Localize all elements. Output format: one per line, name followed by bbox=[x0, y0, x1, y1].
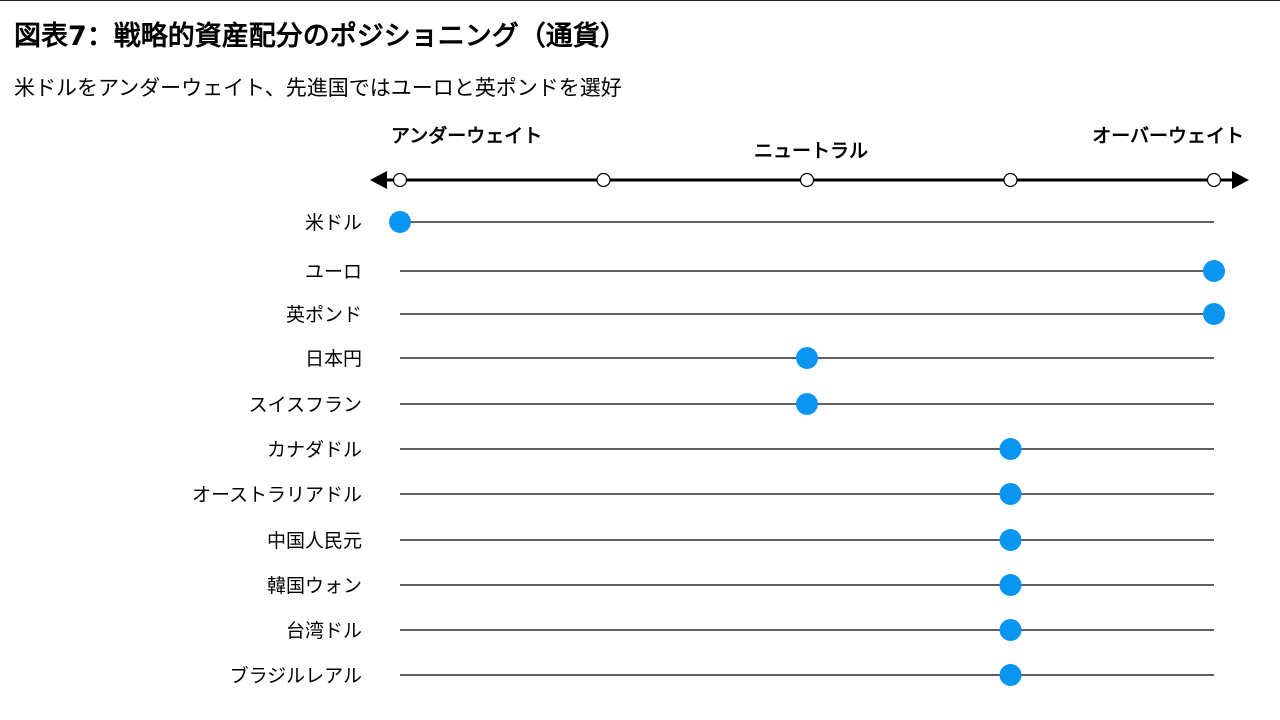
position-marker-7 bbox=[999, 483, 1022, 505]
category-label-6: カナダドル bbox=[267, 439, 362, 461]
category-label-1: 米ドル bbox=[305, 212, 362, 234]
category-label-2: ユーロ bbox=[305, 261, 362, 283]
axis-arrow-right bbox=[1232, 171, 1249, 189]
chart-title: 図表7：戦略的資産配分のポジショニング（通貨） bbox=[14, 21, 627, 52]
axis-tick-4 bbox=[1003, 172, 1018, 188]
position-marker-11 bbox=[999, 664, 1022, 686]
position-marker-5 bbox=[796, 393, 818, 415]
axis-tick-2 bbox=[596, 172, 611, 188]
scale-label-1: アンダーウェイト bbox=[391, 124, 542, 147]
axis-tick-1 bbox=[392, 172, 408, 188]
chart-subtitle: 米ドルをアンダーウェイト、先進国ではユーロと英ポンドを選好 bbox=[14, 76, 622, 100]
position-marker-4 bbox=[796, 347, 818, 369]
category-label-9: 韓国ウォン bbox=[267, 575, 362, 597]
top-rule bbox=[0, 0, 1280, 1]
position-marker-3 bbox=[1203, 303, 1225, 325]
axis-tick-5 bbox=[1206, 172, 1222, 188]
scale-label-3: オーバーウェイト bbox=[1092, 125, 1244, 147]
category-label-8: 中国人民元 bbox=[267, 530, 362, 552]
category-label-10: 台湾ドル bbox=[286, 620, 362, 642]
category-label-5: スイスフラン bbox=[249, 394, 362, 416]
category-label-4: 日本円 bbox=[305, 348, 362, 370]
category-label-3: 英ポンド bbox=[286, 304, 362, 326]
category-label-11: ブラジルレアル bbox=[230, 664, 362, 687]
axis-tick-3 bbox=[799, 172, 815, 188]
position-marker-9 bbox=[999, 574, 1022, 596]
position-marker-1 bbox=[389, 211, 411, 233]
category-label-7: オーストラリアドル bbox=[192, 484, 362, 506]
scale-label-2: ニュートラル bbox=[754, 140, 868, 162]
position-marker-2 bbox=[1203, 260, 1225, 282]
position-marker-10 bbox=[999, 619, 1022, 641]
position-marker-8 bbox=[999, 529, 1022, 551]
axis-arrow-left bbox=[370, 171, 387, 189]
position-marker-6 bbox=[999, 438, 1022, 460]
